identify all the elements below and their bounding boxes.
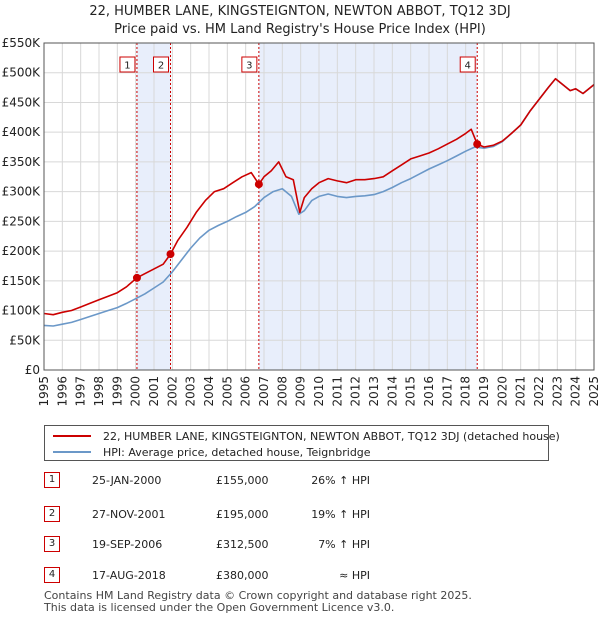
shaded-period [258,43,478,370]
x-tick-label: 2000 [129,376,143,407]
sale-date: 19-SEP-2006 [92,538,163,551]
sale-marker-label-box [241,56,258,73]
sale-marker-badge: 3 [44,536,60,552]
y-tick-label: £200K [2,244,42,258]
sale-marker-badge: 2 [44,506,60,522]
x-tick-label: 1999 [110,376,124,407]
x-tick-label: 1998 [92,376,106,407]
x-tick-label: 2010 [312,376,326,407]
price-chart: 22, HUMBER LANE, KINGSTEIGNTON, NEWTON A… [2,4,600,407]
sale-hpi-diff: 19% ↑ HPI [311,508,370,521]
y-tick-label: £300K [2,185,42,199]
x-tick-label: 2006 [239,376,253,407]
legend: 22, HUMBER LANE, KINGSTEIGNTON, NEWTON A… [44,425,560,461]
sale-price: £195,000 [216,508,269,521]
x-tick-label: 2008 [275,376,289,407]
y-tick-label: £500K [2,66,42,80]
x-tick-label: 2023 [550,376,564,407]
x-tick-label: 2022 [532,376,546,407]
x-tick-label: 2024 [569,376,583,407]
y-tick-label: £50K [9,333,41,347]
x-tick-label: 2015 [404,376,418,407]
sale-marker-label: 3 [246,61,252,72]
x-tick-label: 2017 [440,376,454,407]
legend-item-hpi: HPI: Average price, detached house, Teig… [53,444,371,460]
footer: Contains HM Land Registry data © Crown c… [44,590,472,614]
y-tick-label: £100K [2,304,42,318]
sale-date: 27-NOV-2001 [92,508,166,521]
sale-price: £155,000 [216,474,269,487]
property-price-line [43,77,595,316]
sale-point [473,140,482,149]
x-tick-label: 1996 [55,376,69,407]
x-tick-label: 2020 [495,376,509,407]
x-tick-label: 2004 [202,376,216,407]
table-row: 4 17-AUG-2018 £380,000 ≈ HPI [44,567,424,585]
x-tick-label: 2013 [367,376,381,407]
sale-marker-label: 2 [158,61,164,72]
sale-marker-label-box [153,56,169,73]
footer-copyright: Contains HM Land Registry data © Crown c… [44,589,472,602]
sale-marker-label-box [119,56,136,73]
table-row: 2 27-NOV-2001 £195,000 19% ↑ HPI [44,506,424,524]
sale-point [254,180,263,189]
x-tick-label: 2019 [477,376,491,407]
legend-label-hpi: HPI: Average price, detached house, Teig… [103,445,371,459]
plot-frame [43,42,595,371]
sale-price: £380,000 [216,569,269,582]
sale-marker-label-box [459,56,476,73]
chart-title: 22, HUMBER LANE, KINGSTEIGNTON, NEWTON A… [89,4,510,19]
x-tick-label: 2025 [587,376,600,407]
x-tick-label: 2011 [330,376,344,407]
x-tick-label: 2001 [147,376,161,407]
legend-label-property: 22, HUMBER LANE, KINGSTEIGNTON, NEWTON A… [103,429,560,443]
x-tick-label: 2007 [257,376,271,407]
x-tick-label: 2018 [459,376,473,407]
x-tick-label: 2014 [385,376,399,407]
sale-hpi-diff: 26% ↑ HPI [311,474,370,487]
legend-item-property: 22, HUMBER LANE, KINGSTEIGNTON, NEWTON A… [53,428,560,444]
x-tick-label: 2016 [422,376,436,407]
x-tick-label: 1995 [37,376,51,407]
y-tick-label: £450K [2,95,42,109]
legend-swatch-hpi [53,451,91,453]
sale-point [132,273,141,282]
x-tick-label: 2003 [184,376,198,407]
x-tick-label: 2002 [165,376,179,407]
y-tick-label: £550K [2,36,42,50]
table-row: 3 19-SEP-2006 £312,500 7% ↑ HPI [44,536,424,554]
sale-marker-label: 4 [465,61,471,72]
legend-swatch-property [53,435,91,437]
sale-hpi-diff: 7% ↑ HPI [318,538,370,551]
y-tick-label: £150K [2,274,42,288]
x-tick-label: 2021 [514,376,528,407]
sale-date: 25-JAN-2000 [92,474,162,487]
footer-licence: This data is licensed under the Open Gov… [44,601,395,614]
x-tick-label: 1997 [74,376,88,407]
x-tick-label: 2009 [294,376,308,407]
y-tick-label: £0 [25,363,40,377]
sale-date: 17-AUG-2018 [92,569,166,582]
x-tick-label: 2005 [220,376,234,407]
y-tick-label: £350K [2,155,42,169]
chart-subtitle: Price paid vs. HM Land Registry's House … [114,22,486,37]
sale-marker-badge: 4 [44,567,60,583]
sale-point [166,250,175,259]
x-tick-label: 2012 [349,376,363,407]
sale-hpi-diff: ≈ HPI [339,569,370,582]
y-tick-label: £250K [2,214,42,228]
y-tick-label: £400K [2,125,42,139]
sale-marker-label: 1 [124,61,130,72]
sale-marker-badge: 1 [44,472,60,488]
table-row: 1 25-JAN-2000 £155,000 26% ↑ HPI [44,472,424,490]
sale-price: £312,500 [216,538,269,551]
